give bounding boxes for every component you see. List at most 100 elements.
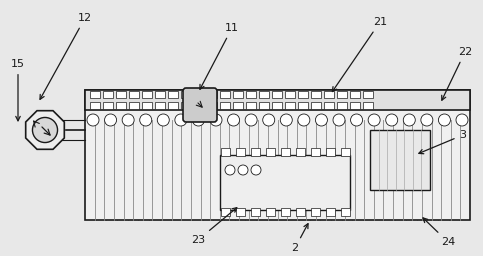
Circle shape [32,118,57,143]
Circle shape [122,114,134,126]
Bar [246,102,256,109]
Bar [168,102,178,109]
Bar [236,208,244,216]
Bar [236,148,244,156]
Text: 23: 23 [191,208,237,245]
Circle shape [175,114,187,126]
Circle shape [238,165,248,175]
Bar [363,102,373,109]
Bar [298,102,308,109]
Bar [85,90,470,220]
Bar [207,102,217,109]
Bar [311,91,321,98]
Bar [181,102,191,109]
Text: 12: 12 [40,13,92,99]
Circle shape [140,114,152,126]
Bar [90,102,100,109]
Bar [272,102,282,109]
Bar [281,208,289,216]
Bar [246,91,256,98]
Bar [233,91,243,98]
Circle shape [210,114,222,126]
Text: 11: 11 [200,23,239,89]
Text: 2: 2 [291,224,308,253]
Circle shape [245,114,257,126]
Bar [363,91,373,98]
Bar [266,148,274,156]
Bar [281,148,289,156]
Bar [142,91,152,98]
Bar [324,102,334,109]
Bar [103,91,113,98]
Circle shape [351,114,363,126]
Bar [311,102,321,109]
Bar [116,91,126,98]
Circle shape [87,114,99,126]
Circle shape [227,114,240,126]
Circle shape [105,114,116,126]
Text: 15: 15 [11,59,25,121]
Circle shape [280,114,292,126]
Circle shape [386,114,398,126]
Bar [298,91,308,98]
Circle shape [403,114,415,126]
Bar [194,102,204,109]
Bar [341,208,350,216]
Bar [220,155,350,210]
Bar [142,102,152,109]
Bar [207,91,217,98]
Bar [116,102,126,109]
Text: 22: 22 [442,47,472,100]
Bar [129,102,139,109]
FancyBboxPatch shape [183,88,217,122]
Bar [194,91,204,98]
Bar [337,102,347,109]
Bar [129,91,139,98]
Bar [181,91,191,98]
Bar [350,91,360,98]
Bar [350,102,360,109]
Bar [326,208,335,216]
Circle shape [439,114,451,126]
Bar [285,102,295,109]
Bar [337,91,347,98]
Bar [221,208,229,216]
Bar [90,91,100,98]
Bar [233,102,243,109]
Text: 21: 21 [332,17,387,92]
Circle shape [333,114,345,126]
Circle shape [157,114,169,126]
Bar [221,148,229,156]
Bar [220,102,230,109]
Circle shape [298,114,310,126]
Bar [155,102,165,109]
Bar [272,91,282,98]
Circle shape [251,165,261,175]
Bar [370,130,430,190]
Bar [259,102,269,109]
Bar [251,148,259,156]
Text: 24: 24 [423,218,455,247]
Bar [296,208,304,216]
Circle shape [225,165,235,175]
Circle shape [421,114,433,126]
Bar [285,91,295,98]
Bar [324,91,334,98]
Bar [220,91,230,98]
Circle shape [263,114,275,126]
Bar [311,208,319,216]
Bar [251,208,259,216]
Bar [85,90,470,110]
Circle shape [192,114,204,126]
Bar [103,102,113,109]
Circle shape [315,114,327,126]
Bar [266,208,274,216]
Polygon shape [26,111,64,149]
Bar [168,91,178,98]
Bar [296,148,304,156]
Bar [326,148,335,156]
Bar [155,91,165,98]
Bar [259,91,269,98]
Circle shape [368,114,380,126]
Circle shape [456,114,468,126]
